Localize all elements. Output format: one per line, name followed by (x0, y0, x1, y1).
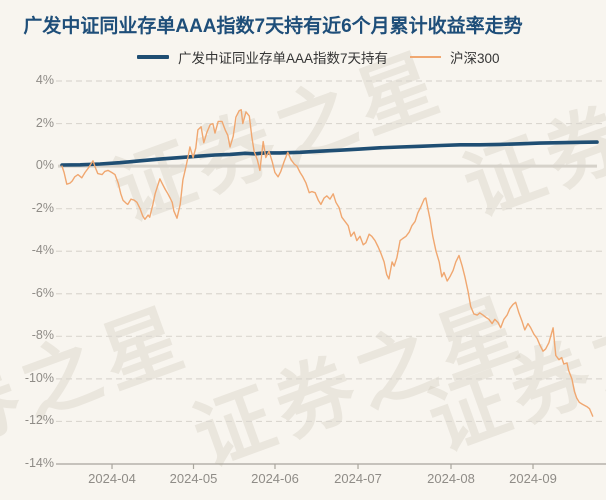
legend-item-fund[interactable]: 广发中证同业存单AAA指数7天持有 (137, 47, 388, 67)
y-tick-label: -8% (31, 328, 54, 343)
x-tick-label: 2024-06 (251, 471, 299, 486)
series-line-hs300 (61, 108, 594, 417)
series-line-fund (60, 140, 599, 167)
x-tick-label: 2024-07 (334, 471, 382, 486)
y-tick-label: -4% (31, 243, 54, 258)
legend-item-hs300[interactable]: 沪深300 (410, 47, 500, 67)
y-tick-label: -10% (24, 370, 54, 385)
y-tick-label: 4% (35, 73, 54, 87)
y-tick-label: -6% (31, 285, 54, 300)
legend-line-swatch-fund (137, 55, 169, 59)
legend-label-fund: 广发中证同业存单AAA指数7天持有 (178, 51, 389, 66)
y-tick-label: 0% (35, 158, 54, 173)
chart-title: 广发中证同业存单AAA指数7天持有近6个月累计收益率走势 (23, 16, 523, 37)
y-tick-label: 2% (35, 115, 54, 130)
legend-label-hs300: 沪深300 (450, 51, 500, 66)
y-tick-label: -14% (24, 456, 54, 470)
legend-line-swatch-hs300 (410, 56, 442, 58)
x-tick-label: 2024-04 (88, 471, 136, 486)
y-tick-label: -2% (31, 200, 54, 215)
x-tick-label: 2024-05 (169, 471, 218, 486)
y-tick-label: -12% (24, 413, 54, 428)
legend: 广发中证同业存单AAA指数7天持有 沪深300 (137, 47, 500, 67)
x-tick-label: 2024-09 (509, 471, 557, 486)
x-tick-label: 2024-08 (427, 471, 475, 486)
